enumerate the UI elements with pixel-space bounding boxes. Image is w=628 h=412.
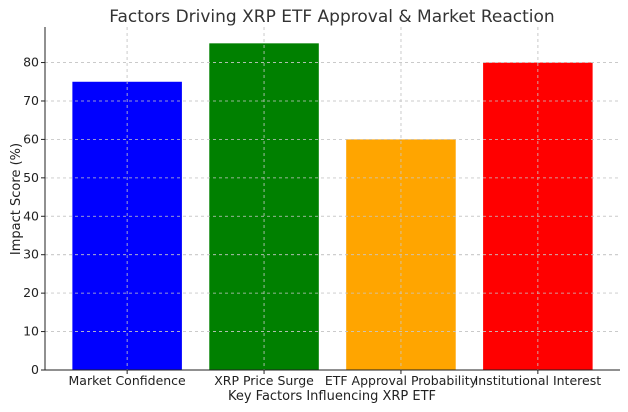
y-ticks: 0 10 20 30 40 50 60 70 80 xyxy=(23,55,45,377)
y-tick-label: 10 xyxy=(23,324,39,339)
y-tick-label: 80 xyxy=(23,55,39,70)
chart-title: Factors Driving XRP ETF Approval & Marke… xyxy=(109,7,554,27)
bars xyxy=(45,27,620,371)
x-tick-label: ETF Approval Probability xyxy=(325,373,478,388)
y-tick-label: 40 xyxy=(23,208,39,223)
x-ticks: Market Confidence XRP Price Surge ETF Appr… xyxy=(69,370,602,388)
y-tick-label: 20 xyxy=(23,285,39,300)
y-tick-label: 70 xyxy=(23,93,39,108)
x-axis-label: Key Factors Influencing XRP ETF xyxy=(228,389,436,404)
x-tick-label: XRP Price Surge xyxy=(214,373,314,388)
x-tick-label: Institutional Interest xyxy=(475,373,602,388)
y-axis-label: Impact Score (%) xyxy=(9,143,24,255)
y-tick-label: 0 xyxy=(31,362,39,377)
x-tick-label: Market Confidence xyxy=(69,373,187,388)
y-tick-label: 60 xyxy=(23,131,39,146)
axes xyxy=(44,27,620,371)
y-tick-label: 30 xyxy=(23,247,39,262)
y-tick-label: 50 xyxy=(23,170,39,185)
